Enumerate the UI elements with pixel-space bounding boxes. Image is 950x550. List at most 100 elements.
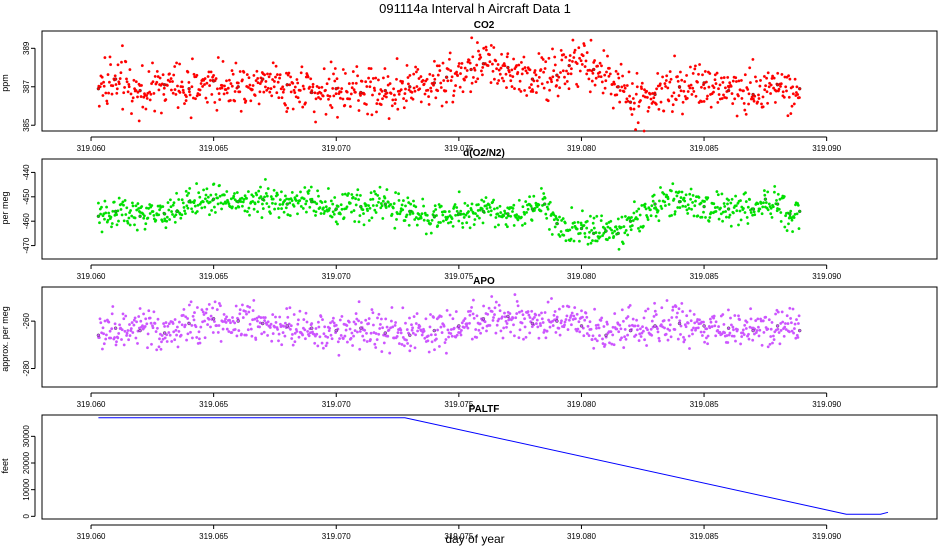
co2-data-point [282,87,286,91]
apo-data-point [523,317,527,321]
co2-data-point [613,82,617,86]
apo-data-point [415,312,419,316]
co2-data-point [465,68,469,72]
apo-data-point [363,328,367,332]
o2n2-data-point [336,204,340,208]
apo-data-point [381,326,385,330]
apo-data-point [498,309,502,313]
co2-data-point [467,58,471,62]
co2-data-point [512,57,516,61]
co2-data-point [351,81,355,85]
co2-data-point [713,73,717,77]
co2-data-point [790,104,794,108]
co2-data-point [333,79,337,83]
apo-data-point [757,334,761,338]
co2-data-point [130,99,134,103]
o2n2-data-point [185,204,189,208]
o2n2-data-point [446,215,450,219]
apo-data-point [443,341,447,345]
apo-data-point [455,333,459,337]
o2n2-data-point [558,234,562,238]
o2n2-data-point [414,215,418,219]
co2-data-point [397,92,401,96]
apo-data-point [567,305,571,309]
co2-data-point [441,61,445,65]
o2n2-anchor-point [162,212,167,216]
o2n2-data-point [339,203,343,207]
o2n2-data-point [280,207,284,211]
co2-data-point [576,85,580,89]
co2-data-point [534,91,538,95]
co2-data-point [265,88,269,92]
apo-data-point [138,307,142,311]
co2-anchor-point [96,86,101,91]
co2-data-point [666,86,670,90]
apo-data-point [642,316,646,320]
apo-data-point [540,317,544,321]
apo-anchor-point [481,317,486,321]
o2n2-data-point [511,209,515,213]
o2n2-data-point [476,203,480,207]
co2-y-tick-label: 385 [22,118,31,132]
o2n2-data-point [260,216,264,220]
co2-data-point [668,70,672,74]
co2-data-point [379,103,383,107]
apo-data-point [393,323,397,327]
o2n2-data-point [299,204,303,208]
apo-data-point [714,334,718,338]
apo-data-point [276,327,280,331]
o2n2-data-point [401,208,405,212]
o2n2-data-point [544,212,548,216]
co2-data-point [253,93,257,97]
apo-data-point [98,317,102,321]
o2n2-data-point [180,213,184,217]
co2-data-point [629,107,633,111]
o2n2-data-point [132,223,136,227]
co2-data-point [520,72,524,76]
apo-data-point [490,295,494,299]
co2-data-point [464,75,468,79]
o2n2-data-point [434,207,438,211]
apo-data-point [646,307,650,311]
o2n2-data-point [439,220,443,224]
o2n2-data-point [256,200,260,204]
co2-data-point [664,78,668,82]
co2-data-point [599,75,603,79]
apo-data-point [662,319,666,323]
apo-data-point [490,310,494,314]
o2n2-data-point [548,200,552,204]
co2-data-point [264,79,268,83]
apo-data-point [573,306,577,310]
co2-data-point [233,89,237,93]
apo-data-point [391,325,395,329]
o2n2-data-point [246,190,250,194]
o2n2-data-point [666,197,670,201]
co2-data-point [771,74,775,78]
apo-data-point [640,331,644,335]
apo-data-point [462,326,466,330]
co2-data-point [740,96,744,100]
apo-data-point [685,314,689,318]
co2-data-point [769,83,773,87]
apo-data-point [581,315,585,319]
o2n2-data-point [684,204,688,208]
co2-data-point [730,92,734,96]
co2-anchor-point [592,67,596,72]
o2n2-data-point [377,200,381,204]
co2-data-point [306,75,310,79]
co2-data-point [193,97,197,101]
o2n2-data-point [652,193,656,197]
o2n2-anchor-point [592,231,596,236]
apo-data-point [573,317,577,321]
co2-data-point [351,70,355,74]
o2n2-data-point [636,226,640,230]
o2n2-data-point [298,199,302,203]
co2-data-point [763,88,767,92]
co2-data-point [301,105,305,109]
o2n2-data-point [760,212,764,216]
co2-x-tick-label: 319.080 [567,144,596,153]
o2n2-data-point [545,216,549,220]
o2n2-data-point [130,201,134,205]
apo-data-point [517,336,521,340]
co2-data-point [178,90,182,94]
